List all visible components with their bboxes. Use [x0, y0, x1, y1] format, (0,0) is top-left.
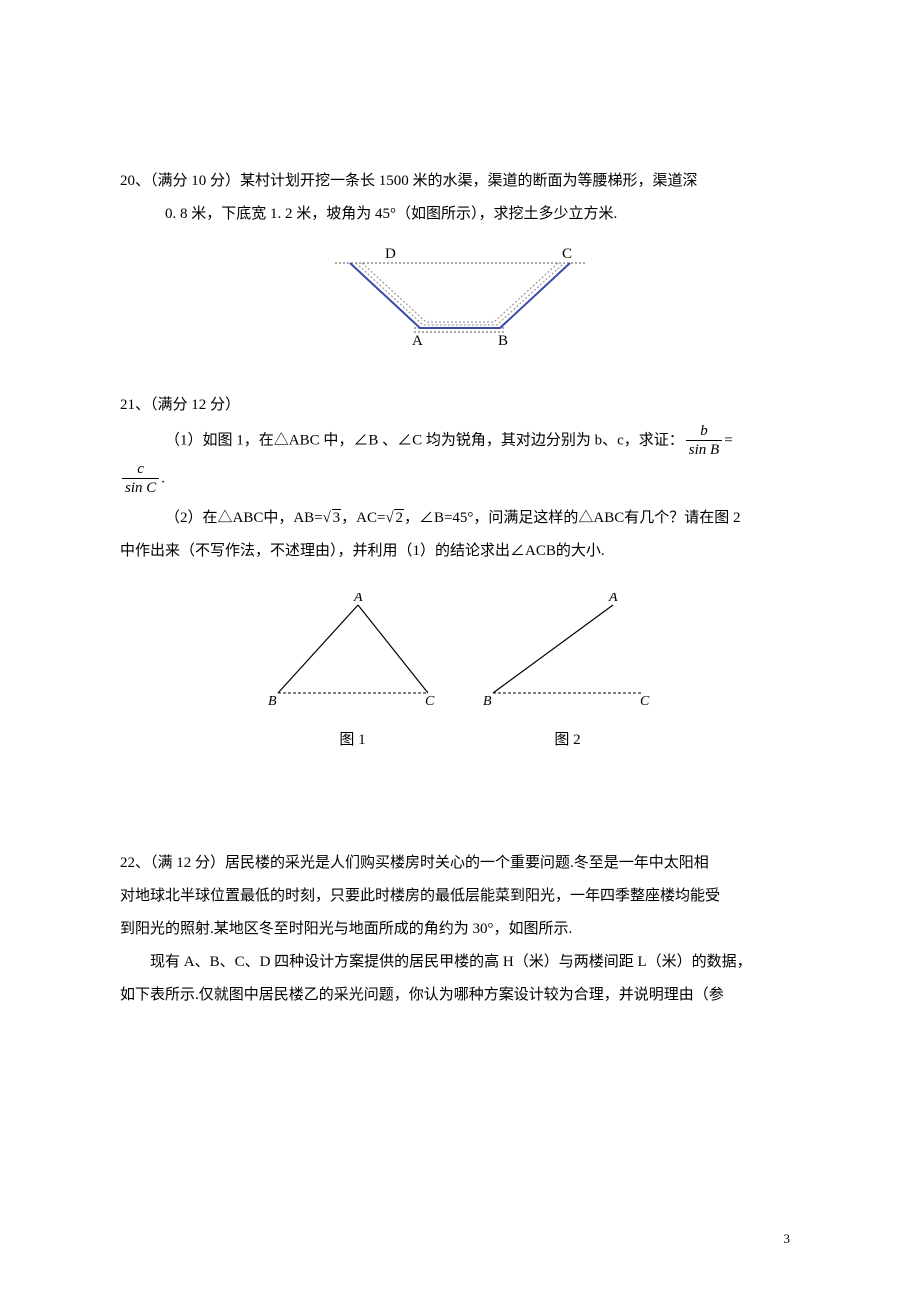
- frac1-den: sin B: [686, 441, 722, 460]
- frac-b-sinB: bsin B: [686, 422, 722, 460]
- p21-part1-cont: csin C.: [120, 460, 800, 498]
- sqrt-3: 3: [323, 502, 342, 535]
- p22-line5: 如下表所示.仅就图中居民楼乙的采光问题，你认为哪种方案设计较为合理，并说明理由（…: [120, 979, 800, 1012]
- frac1-num: b: [686, 422, 722, 441]
- p21-score: （满分 12 分）: [150, 397, 240, 413]
- sqrt2-val: 2: [394, 509, 404, 526]
- eq-sign: =: [724, 432, 732, 448]
- figure-2-item: A B C 图 2: [478, 593, 658, 757]
- fig2-B: B: [483, 694, 492, 708]
- figure-1-item: A B C 图 1: [263, 593, 443, 757]
- p22-line3: 到阳光的照射.某地区冬至时阳光与地面所成的角约为 30°，如图所示.: [120, 913, 800, 946]
- p20-line2: 0. 8 米，下底宽 1. 2 米，坡角为 45°（如图所示），求挖土多少立方米…: [120, 198, 800, 231]
- sqrt-2: 2: [385, 502, 404, 535]
- p21-part2-prefix: （2）在△ABC中，AB=: [165, 510, 323, 526]
- sqrt3-val: 3: [332, 509, 342, 526]
- frac2-den: sin C: [122, 479, 159, 498]
- p22-number: 22、: [120, 855, 150, 871]
- frac-c-sinC: csin C: [122, 460, 159, 498]
- p22-score: （满 12 分）: [150, 855, 225, 871]
- fig2-A: A: [608, 593, 618, 605]
- fig1-C: C: [425, 694, 435, 708]
- p21-figures: A B C 图 1 A B C 图 2: [120, 593, 800, 757]
- p21-part2-line2: 中作出来（不写作法，不述理由），并利用（1）的结论求出∠ACB的大小.: [120, 535, 800, 568]
- fig1-label: 图 1: [263, 724, 443, 757]
- p21-part2-line1: （2）在△ABC中，AB= 3，AC= 2，∠B=45°，问满足这样的△ABC有几个…: [120, 502, 800, 535]
- fig1-B: B: [268, 694, 277, 708]
- problem-22: 22、（满 12 分）居民楼的采光是人们购买楼房时关心的一个重要问题.冬至是一年…: [120, 847, 800, 1012]
- label-C: C: [562, 246, 572, 262]
- p22-line4: 现有 A、B、C、D 四种设计方案提供的居民甲楼的高 H（米）与两楼间距 L（米…: [120, 946, 800, 979]
- p21-part2-mid1: ，AC=: [341, 510, 385, 526]
- p20-number: 20、: [120, 173, 150, 189]
- problem-21: 21、（满分 12 分） （1）如图 1，在△ABC 中，∠B 、∠C 均为锐角…: [120, 389, 800, 757]
- triangle-figure-2: A B C: [478, 593, 658, 708]
- p22-line2: 对地球北半球位置最低的时刻，只要此时楼房的最低层能菜到阳光，一年四季整座楼均能受: [120, 880, 800, 913]
- p22-text4: 现有 A、B、C、D 四种设计方案提供的居民甲楼的高 H（米）与两楼间距 L（米…: [150, 954, 752, 970]
- trapezoid-figure: D C A B: [330, 243, 590, 353]
- fig1-A: A: [353, 593, 363, 605]
- p21-part2-mid2: ，∠B=45°，问满足这样的△ABC有几个？请在图 2: [404, 510, 741, 526]
- p21-part1-prefix: （1）如图 1，在△ABC 中，∠B 、∠C 均为锐角，其对边分别为 b、c，求…: [165, 432, 684, 448]
- label-D: D: [385, 246, 396, 262]
- p20-score: （满分 10 分）: [150, 173, 240, 189]
- p21-number: 21、: [120, 397, 150, 413]
- page-number: 3: [784, 1231, 791, 1247]
- problem-20: 20、（满分 10 分）某村计划开挖一条长 1500 米的水渠，渠道的断面为等腰…: [120, 165, 800, 353]
- label-A: A: [412, 333, 423, 349]
- fig2-C: C: [640, 694, 650, 708]
- label-B: B: [498, 333, 508, 349]
- p22-line1: 22、（满 12 分）居民楼的采光是人们购买楼房时关心的一个重要问题.冬至是一年…: [120, 847, 800, 880]
- p20-text1: 某村计划开挖一条长 1500 米的水渠，渠道的断面为等腰梯形，渠道深: [240, 173, 698, 189]
- p20-line1: 20、（满分 10 分）某村计划开挖一条长 1500 米的水渠，渠道的断面为等腰…: [120, 165, 800, 198]
- p21-part1: （1）如图 1，在△ABC 中，∠B 、∠C 均为锐角，其对边分别为 b、c，求…: [120, 422, 800, 460]
- triangle-figure-1: A B C: [263, 593, 443, 708]
- p21-header: 21、（满分 12 分）: [120, 389, 800, 422]
- p21-period: .: [161, 470, 165, 486]
- frac2-num: c: [122, 460, 159, 479]
- p20-figure-container: D C A B: [120, 243, 800, 353]
- fig2-label: 图 2: [478, 724, 658, 757]
- p22-text1: 居民楼的采光是人们购买楼房时关心的一个重要问题.冬至是一年中太阳相: [225, 855, 709, 871]
